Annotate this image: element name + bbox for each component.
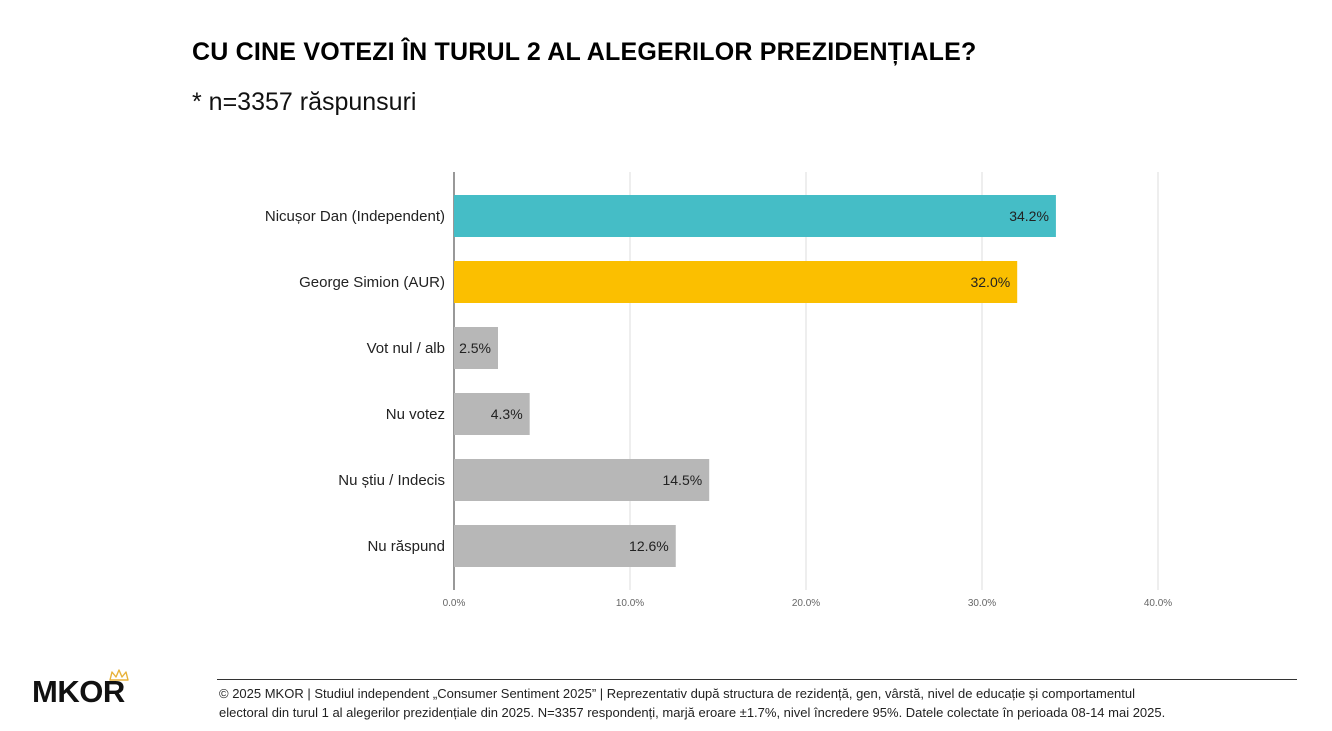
x-tick-label: 30.0%: [968, 598, 996, 609]
bar: [454, 261, 1018, 303]
x-axis-ticks: 0.0% 10.0% 20.0% 30.0% 40.0%: [443, 598, 1173, 609]
bars: 34.2% 32.0% 2.5% 4.3% 14.5% 12.6%: [454, 195, 1056, 567]
bar-value-label: 2.5%: [459, 340, 491, 356]
bar-value-label: 32.0%: [970, 274, 1010, 290]
footer-note: © 2025 MKOR | Studiul independent „Consu…: [219, 684, 1299, 722]
mkor-logo: MKOR: [32, 668, 156, 714]
footer-line-1: © 2025 MKOR | Studiul independent „Consu…: [219, 686, 1136, 701]
category-labels: Nicușor Dan (Independent) George Simion (…: [265, 208, 445, 555]
bar: [454, 393, 530, 435]
category-label: Nicușor Dan (Independent): [265, 208, 445, 225]
bar-value-label: 34.2%: [1009, 208, 1049, 224]
category-label: Nu votez: [386, 406, 445, 423]
x-tick-label: 0.0%: [443, 598, 466, 609]
bar-value-label: 12.6%: [629, 538, 669, 554]
crown-icon: [109, 669, 129, 681]
category-label: Vot nul / alb: [367, 340, 445, 357]
gridlines: [453, 172, 1159, 590]
bar: [454, 525, 676, 567]
bar: [454, 195, 1056, 237]
category-label: Nu știu / Indecis: [338, 472, 445, 489]
x-tick-label: 10.0%: [616, 598, 644, 609]
chart-subtitle: * n=3357 răspunsuri: [192, 88, 417, 116]
bar: [454, 459, 710, 501]
category-label: George Simion (AUR): [299, 274, 445, 291]
bar-value-label: 14.5%: [662, 472, 702, 488]
x-tick-label: 20.0%: [792, 598, 820, 609]
category-label: Nu răspund: [367, 538, 445, 555]
bar-chart: 34.2% 32.0% 2.5% 4.3% 14.5% 12.6% Nicușor Dan…: [265, 172, 1173, 609]
footer-line-2: electoral din turul 1 al alegerilor prez…: [219, 705, 1166, 720]
bar-value-label: 4.3%: [491, 406, 523, 422]
chart-title: CU CINE VOTEZI ÎN TURUL 2 AL ALEGERILOR …: [192, 38, 977, 66]
bar: [454, 327, 498, 369]
x-tick-label: 40.0%: [1144, 598, 1172, 609]
footer-divider: [217, 679, 1297, 680]
